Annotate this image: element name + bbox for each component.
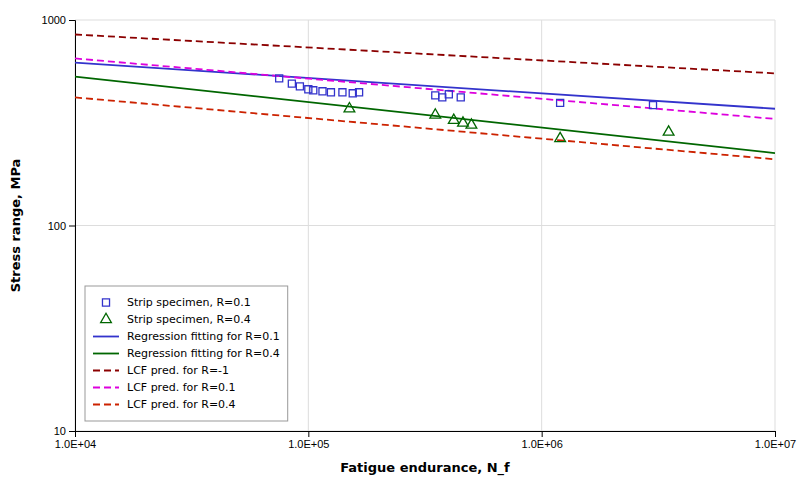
legend-label: Regression fitting for R=0.1 <box>127 330 280 343</box>
point <box>288 80 295 87</box>
series-line <box>75 77 775 153</box>
point <box>445 91 452 98</box>
legend-swatch <box>101 313 112 322</box>
point <box>649 102 656 109</box>
point <box>557 99 564 106</box>
x-tick: 1.0E+05 <box>288 431 329 450</box>
series-points <box>344 103 674 142</box>
point <box>276 75 283 82</box>
point <box>448 114 459 123</box>
legend-box <box>85 286 288 421</box>
plot-area: 1.0E+04 1.0E+05 1.0E+06 1.0E+07 10 100 1000 Str… <box>42 14 797 450</box>
legend-label: LCF pred. for R=0.1 <box>127 381 236 394</box>
point <box>458 117 469 126</box>
series-line <box>75 63 775 109</box>
y-axis-title: Stress range, MPa <box>8 159 23 293</box>
x-tick-mark <box>775 431 776 437</box>
series-points <box>276 75 657 109</box>
point <box>319 88 326 95</box>
x-tick: 1.0E+06 <box>522 431 563 450</box>
legend-item: LCF pred. for R=-1 <box>93 364 229 377</box>
legend-swatch <box>93 353 119 355</box>
point <box>327 89 334 96</box>
legend-item: Regression fitting for R=0.1 <box>93 330 280 343</box>
x-tick-label: 1.0E+07 <box>755 438 796 450</box>
x-tick-label: 1.0E+04 <box>55 438 96 450</box>
legend: Strip specimen, R=0.1 Strip specimen, R=0… <box>85 286 288 421</box>
y-axis: 10 100 1000 <box>42 14 76 437</box>
point <box>339 89 346 96</box>
x-tick-mark <box>542 431 543 437</box>
x-tick: 1.0E+07 <box>755 431 796 450</box>
y-tick-mark <box>69 431 75 432</box>
point <box>663 126 674 135</box>
y-tick: 100 <box>48 220 75 232</box>
grid <box>75 20 775 431</box>
legend-label: LCF pred. for R=-1 <box>127 364 229 377</box>
point <box>310 87 317 94</box>
y-axis-line <box>69 21 76 432</box>
series-line <box>75 58 775 118</box>
legend-swatch <box>93 336 119 338</box>
x-axis-line <box>76 432 776 438</box>
y-tick: 10 <box>54 425 75 437</box>
legend-label: LCF pred. for R=0.4 <box>127 398 236 411</box>
grid-line-y <box>75 225 775 226</box>
y-tick-mark <box>69 20 75 21</box>
legend-item: Regression fitting for R=0.4 <box>93 347 280 360</box>
x-tick-label: 1.0E+05 <box>288 438 329 450</box>
point <box>344 103 355 112</box>
y-tick-label: 100 <box>48 220 66 232</box>
y-tick: 1000 <box>42 14 75 26</box>
x-tick-label: 1.0E+06 <box>522 438 563 450</box>
legend-item: Strip specimen, R=0.4 <box>101 313 251 326</box>
legend-swatch <box>102 299 109 306</box>
y-tick-label: 10 <box>54 425 66 437</box>
series-line <box>75 97 775 159</box>
point <box>466 119 477 128</box>
x-axis-title: Fatigue endurance, N_f <box>340 460 510 476</box>
point <box>430 109 441 118</box>
y-tick-mark <box>69 226 75 227</box>
point <box>457 94 464 101</box>
y-tick-label: 1000 <box>42 14 66 26</box>
point <box>296 83 303 90</box>
legend-label: Strip specimen, R=0.4 <box>127 313 251 326</box>
legend-swatch <box>93 404 119 406</box>
legend-item: LCF pred. for R=0.1 <box>93 381 236 394</box>
chart: 1.0E+04 1.0E+05 1.0E+06 1.0E+07 10 100 1000 Str… <box>0 0 800 486</box>
point <box>356 89 363 96</box>
x-axis: 1.0E+04 1.0E+05 1.0E+06 1.0E+07 <box>55 431 796 450</box>
marks <box>75 35 775 160</box>
legend-label: Regression fitting for R=0.4 <box>127 347 280 360</box>
legend-swatch <box>93 370 119 372</box>
x-tick-mark <box>308 431 309 437</box>
legend-label: Strip specimen, R=0.1 <box>127 296 251 309</box>
legend-item: Strip specimen, R=0.1 <box>102 296 250 309</box>
point <box>432 92 439 99</box>
grid-line-y <box>75 20 775 21</box>
legend-item: LCF pred. for R=0.4 <box>93 398 236 411</box>
point <box>555 132 566 141</box>
legend-swatch <box>93 387 119 389</box>
